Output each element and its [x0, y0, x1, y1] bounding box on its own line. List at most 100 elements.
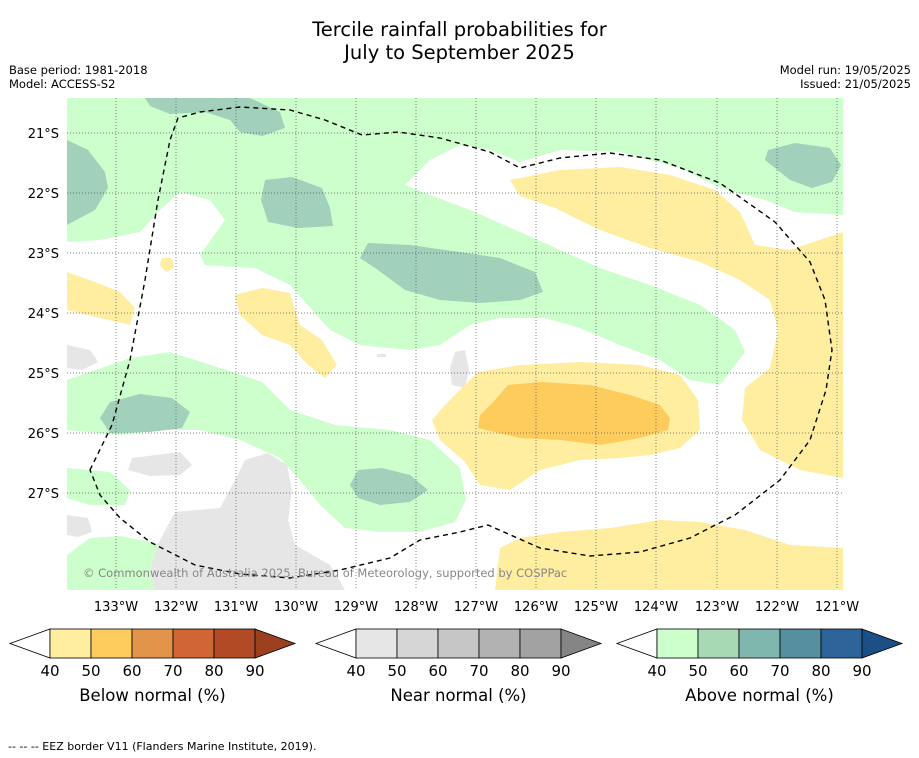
below-normal-west-center [235, 288, 337, 378]
colorbar-tick-label: 90 [551, 662, 570, 680]
colorbar-tick-label: 50 [387, 662, 406, 680]
base-period: Base period: 1981-2018 [9, 63, 148, 77]
title-line-1: Tercile rainfall probabilities for [312, 18, 607, 41]
colorbar-tick-label: 60 [428, 662, 447, 680]
colorbar-tick-label: 60 [122, 662, 141, 680]
colorbar-swatch [697, 628, 740, 659]
colorbar-tick-label: 70 [770, 662, 789, 680]
lon-label: 129°W [334, 600, 378, 615]
colorbar-tick-label: 80 [811, 662, 830, 680]
lon-label: 128°W [394, 600, 438, 615]
colorbar-swatch [49, 628, 92, 659]
below-normal-east [510, 167, 843, 478]
lat-label: 27°S [28, 487, 59, 502]
lon-label: 125°W [574, 600, 618, 615]
colorbar-swatch [355, 628, 398, 659]
map-title: Tercile rainfall probabilities for July … [0, 18, 919, 64]
above-60-south [350, 468, 428, 505]
lon-label: 131°W [214, 600, 258, 615]
above-60-center [360, 243, 543, 303]
colorbar-tick-label: 40 [647, 662, 666, 680]
colorbar-tick-label: 60 [729, 662, 748, 680]
colorbar-tick-label: 90 [852, 662, 871, 680]
below-normal-west [67, 272, 135, 325]
above-60-southwest [100, 394, 190, 433]
near-normal-center [450, 350, 469, 388]
above-60-east [765, 143, 841, 188]
near-normal-legend-title: Near normal (%) [390, 686, 527, 705]
colorbar-swatch [656, 628, 699, 659]
colorbar-tick-label: 70 [469, 662, 488, 680]
colorbar-low-extend [8, 628, 51, 659]
lon-label: 132°W [154, 600, 198, 615]
lat-label: 21°S [28, 127, 59, 142]
lat-label: 25°S [28, 367, 59, 382]
colorbar-swatch [90, 628, 133, 659]
longitude-labels: 133°W 132°W 131°W 130°W 129°W 128°W 127°W 126°W… [94, 600, 859, 615]
colorbar-tick-label: 70 [163, 662, 182, 680]
lon-label: 133°W [94, 600, 138, 615]
colorbar-tick-label: 40 [40, 662, 59, 680]
colorbar-swatch [478, 628, 521, 659]
lat-label: 22°S [28, 187, 59, 202]
above-normal-legend-title: Above normal (%) [685, 686, 834, 705]
above-60-north [145, 98, 285, 136]
colorbar-swatch [213, 628, 256, 659]
eez-footnote: -- -- -- EEZ border V11 (Flanders Marine… [8, 740, 317, 753]
above-60-west [67, 140, 108, 225]
above-60-north-center [261, 177, 333, 228]
colorbar-0: 40 50 60 70 80 90 [8, 628, 297, 680]
below-60-center [478, 382, 670, 445]
near-normal-west-3 [67, 515, 92, 537]
lon-label: 127°W [454, 600, 498, 615]
lat-label: 23°S [28, 247, 59, 262]
lon-label: 130°W [274, 600, 318, 615]
colorbar-swatch [396, 628, 439, 659]
above-normal-west-patch [67, 468, 130, 505]
colorbar-swatch [131, 628, 174, 659]
lat-label: 24°S [28, 307, 59, 322]
latitude-labels: 21°S 22°S 23°S 24°S 25°S 26°S 27°S [28, 127, 59, 502]
colorbar-swatch [820, 628, 863, 659]
below-normal-tiny [160, 258, 174, 272]
colorbar-legends: 40 50 60 70 80 90 40 50 60 70 80 90 40 50 60 70 80 90 [8, 628, 904, 680]
below-normal-legend-title: Below normal (%) [79, 686, 226, 705]
meta-right: Model run: 19/05/2025 Issued: 21/05/2025 [780, 63, 911, 91]
eez-border [89, 106, 833, 579]
graticule [67, 98, 843, 590]
issued-date: Issued: 21/05/2025 [800, 77, 911, 91]
rainfall-map: © Commonwealth of Australia 2025, Bureau… [8, 98, 904, 680]
colorbar-tick-label: 90 [245, 662, 264, 680]
colorbar-swatch [779, 628, 822, 659]
lon-label: 123°W [695, 600, 739, 615]
near-normal-tiny [377, 354, 386, 357]
colorbar-swatch [738, 628, 781, 659]
near-normal-south [150, 453, 345, 590]
copyright-text: © Commonwealth of Australia 2025, Bureau… [83, 566, 567, 580]
lon-label: 126°W [514, 600, 558, 615]
colorbar-tick-label: 40 [346, 662, 365, 680]
colorbar-high-extend [560, 628, 603, 659]
lon-label: 121°W [815, 600, 859, 615]
colorbar-high-extend [254, 628, 297, 659]
colorbar-tick-label: 50 [81, 662, 100, 680]
colorbar-tick-label: 80 [510, 662, 529, 680]
title-line-2: July to September 2025 [344, 41, 575, 64]
lon-label: 124°W [634, 600, 678, 615]
colorbar-tick-label: 50 [688, 662, 707, 680]
model-name: Model: ACCESS-S2 [9, 77, 116, 91]
meta-left: Base period: 1981-2018 Model: ACCESS-S2 [9, 63, 148, 91]
near-normal-west-1 [67, 345, 98, 370]
colorbar-2: 40 50 60 70 80 90 [615, 628, 904, 680]
colorbar-swatch [172, 628, 215, 659]
colorbar-low-extend [615, 628, 658, 659]
colorbar-1: 40 50 60 70 80 90 [314, 628, 603, 680]
below-normal-south [495, 520, 843, 590]
model-run: Model run: 19/05/2025 [779, 63, 911, 77]
lon-label: 122°W [755, 600, 799, 615]
above-normal-50-60 [67, 98, 841, 505]
colorbar-low-extend [314, 628, 357, 659]
colorbar-swatch [519, 628, 562, 659]
lat-label: 26°S [28, 427, 59, 442]
colorbar-tick-label: 80 [204, 662, 223, 680]
